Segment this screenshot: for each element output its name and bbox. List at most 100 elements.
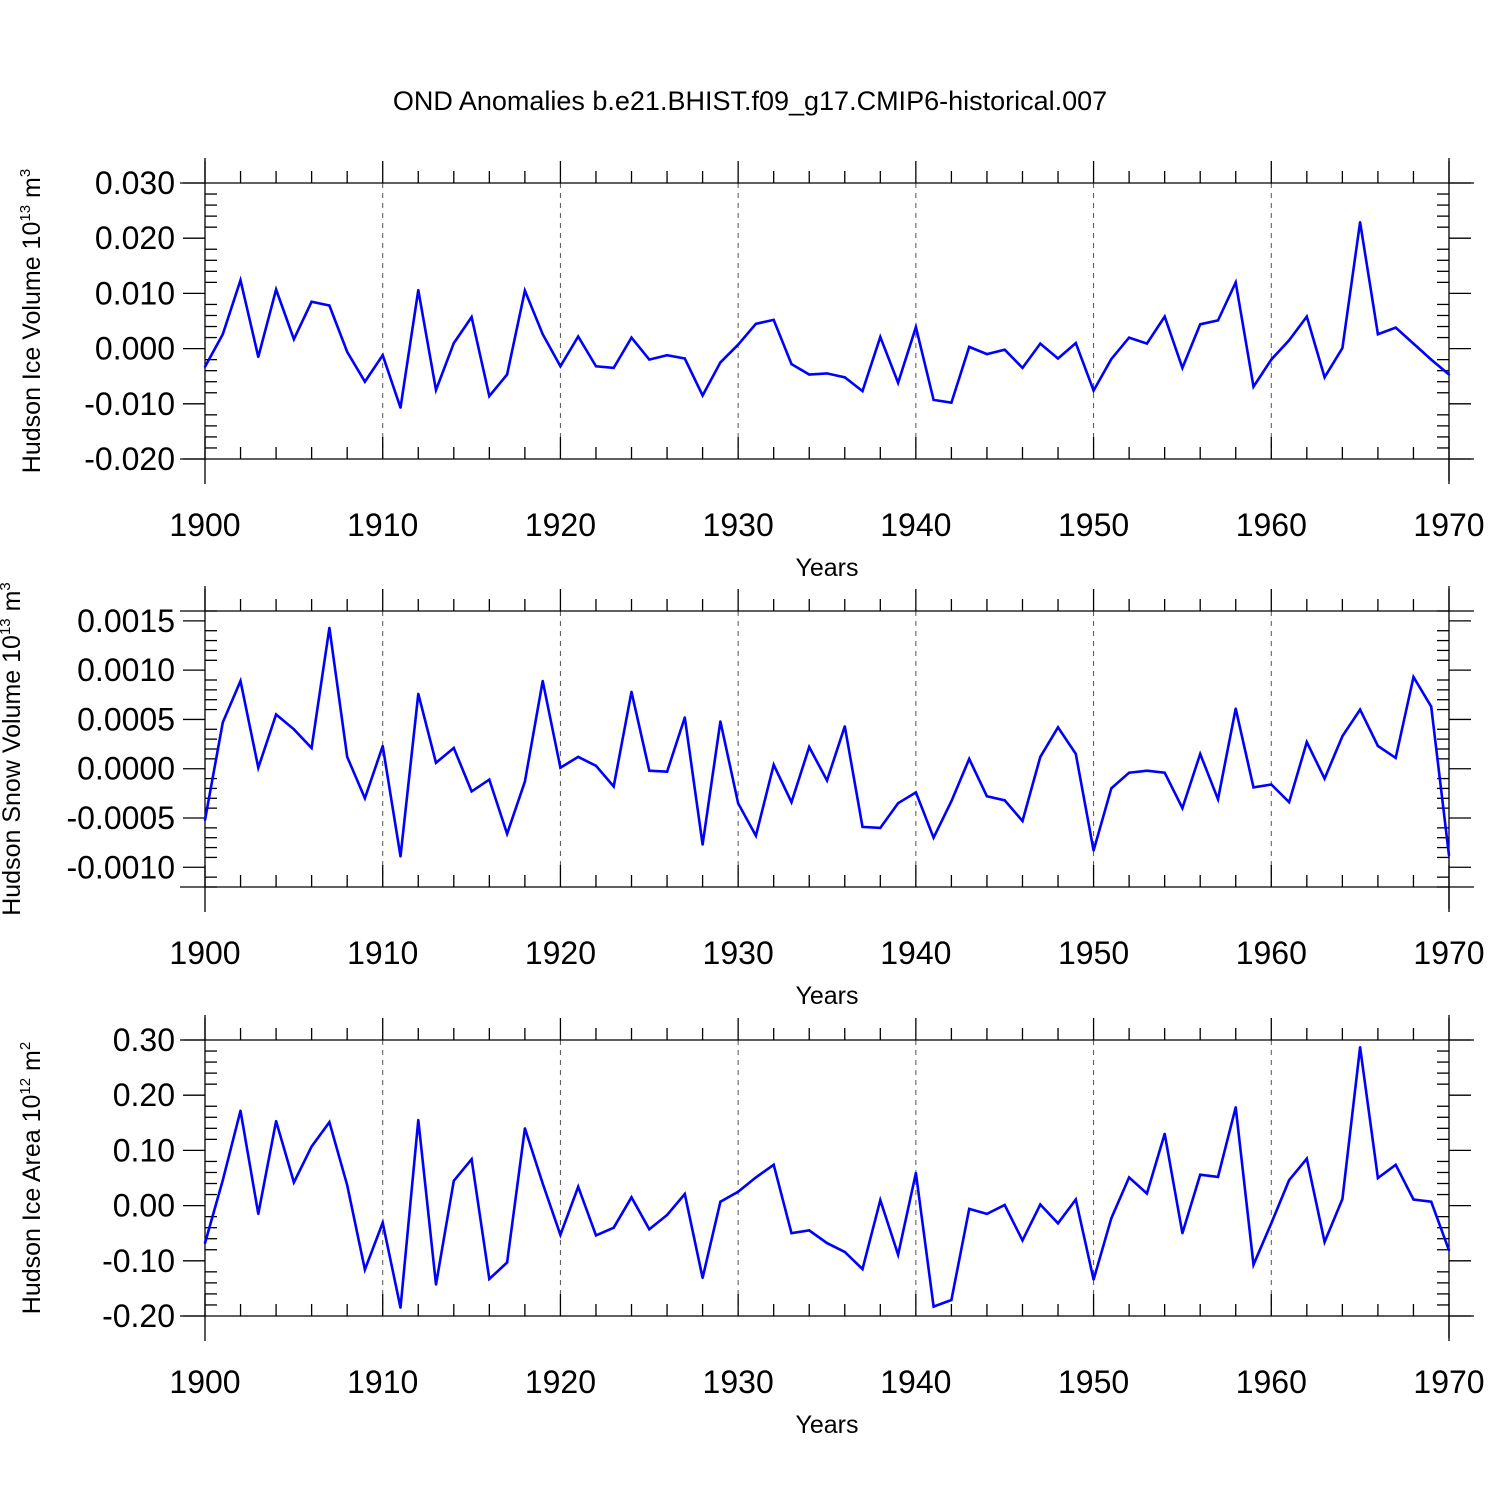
- data-point: [1092, 1278, 1095, 1281]
- data-point: [470, 1158, 473, 1161]
- data-point: [772, 1163, 775, 1167]
- data-point: [825, 1241, 829, 1245]
- data-point: [470, 790, 473, 793]
- data-point: [825, 779, 829, 782]
- y-axis-label-part: 2: [17, 1042, 34, 1050]
- data-point: [1145, 1192, 1149, 1195]
- data-point: [452, 1179, 455, 1183]
- data-point: [310, 300, 313, 303]
- data-point: [1127, 336, 1131, 339]
- data-point: [736, 1190, 740, 1194]
- data-point: [790, 801, 793, 804]
- data-point: [399, 1306, 402, 1309]
- x-tick-label: 1970: [1413, 1364, 1484, 1400]
- y-axis-label-part: 13: [17, 205, 34, 222]
- y-axis-label-part: 13: [0, 618, 14, 635]
- panel-3: -0.20 -0.10 0.00 0.10 0.20 0.30 1900 1910 1920 19…: [17, 1015, 1485, 1439]
- data-point: [932, 398, 935, 402]
- data-point: [505, 1261, 509, 1264]
- y-tick-label: 0.000: [95, 331, 175, 367]
- data-point: [914, 1171, 918, 1175]
- y-axis-label-part: Hudson Ice Area 10: [18, 1095, 46, 1315]
- x-tick-label: 1920: [525, 507, 596, 543]
- data-point: [1216, 1175, 1220, 1179]
- panel-1: -0.020 -0.010 0.000 0.010 0.020 0.030 1900 1910…: [17, 158, 1485, 582]
- data-point: [1447, 373, 1451, 376]
- data-point: [843, 725, 846, 728]
- data-point: [1412, 675, 1415, 679]
- y-tick-label: 0.030: [95, 165, 175, 201]
- x-tick-label: 1900: [169, 1364, 240, 1400]
- data-point: [772, 318, 775, 322]
- data-point: [239, 279, 242, 282]
- y-tick-label: 0.0015: [77, 603, 175, 639]
- data-point: [434, 1283, 438, 1286]
- data-point: [239, 1109, 242, 1112]
- data-point: [1287, 339, 1291, 342]
- data-point: [985, 352, 989, 356]
- data-point: [1358, 221, 1362, 224]
- data-point: [1447, 1249, 1451, 1252]
- y-tick-label: -0.0010: [66, 849, 175, 885]
- data-point: [1199, 323, 1202, 326]
- data-point: [914, 791, 918, 794]
- data-point: [1287, 801, 1291, 804]
- data-point: [594, 764, 598, 767]
- data-point: [896, 381, 900, 384]
- data-point: [1341, 1197, 1344, 1201]
- data-point: [790, 1232, 793, 1235]
- data-point: [968, 757, 971, 761]
- data-point: [541, 1182, 544, 1185]
- data-point: [1127, 771, 1131, 774]
- data-point: [1181, 1232, 1184, 1235]
- data-point: [612, 366, 615, 370]
- data-point: [1323, 777, 1326, 780]
- data-point: [1323, 376, 1326, 379]
- data-point: [896, 1253, 900, 1256]
- data-point: [1056, 357, 1060, 360]
- data-point: [1074, 1198, 1078, 1201]
- data-point: [577, 755, 580, 759]
- data-point: [683, 716, 686, 719]
- data-point: [1323, 1240, 1326, 1244]
- y-axis-label-part: Hudson Snow Volume 10: [0, 635, 26, 916]
- data-point: [701, 394, 704, 397]
- data-point: [719, 1200, 722, 1203]
- x-tick-label: 1940: [880, 1364, 951, 1400]
- x-tick-label: 1930: [703, 507, 774, 543]
- y-tick-label: 0.00: [113, 1188, 175, 1224]
- data-point: [470, 315, 473, 319]
- data-point: [541, 333, 544, 336]
- x-tick-label: 1970: [1413, 935, 1484, 971]
- data-point: [577, 335, 580, 338]
- data-point: [1039, 755, 1042, 759]
- x-tick-label: 1920: [525, 1364, 596, 1400]
- data-point: [683, 1192, 686, 1196]
- data-point: [1412, 1198, 1415, 1201]
- data-point: [1270, 1222, 1273, 1225]
- y-axis-label: Hudson Snow Volume 1013 m3: [0, 582, 26, 916]
- data-point: [665, 354, 669, 357]
- data-point: [381, 744, 384, 748]
- data-point: [1305, 315, 1309, 318]
- x-tick-label: 1950: [1058, 507, 1129, 543]
- data-point: [1252, 786, 1255, 789]
- data-point: [203, 818, 207, 822]
- data-point: [328, 626, 331, 629]
- data-point: [221, 333, 224, 336]
- data-point: [1092, 849, 1095, 852]
- x-tick-label: 1960: [1236, 935, 1307, 971]
- data-point: [719, 720, 722, 723]
- data-point: [985, 795, 989, 798]
- x-axis-label: Years: [795, 982, 858, 1010]
- data-point: [1074, 752, 1078, 756]
- data-point: [1270, 358, 1273, 361]
- data-point: [594, 365, 598, 368]
- data-point: [1358, 1046, 1362, 1049]
- data-point: [1447, 854, 1451, 857]
- data-point: [630, 690, 633, 693]
- x-tick-label: 1960: [1236, 1364, 1307, 1400]
- data-point: [648, 1228, 651, 1231]
- data-point: [310, 746, 313, 750]
- x-tick-label: 1900: [169, 507, 240, 543]
